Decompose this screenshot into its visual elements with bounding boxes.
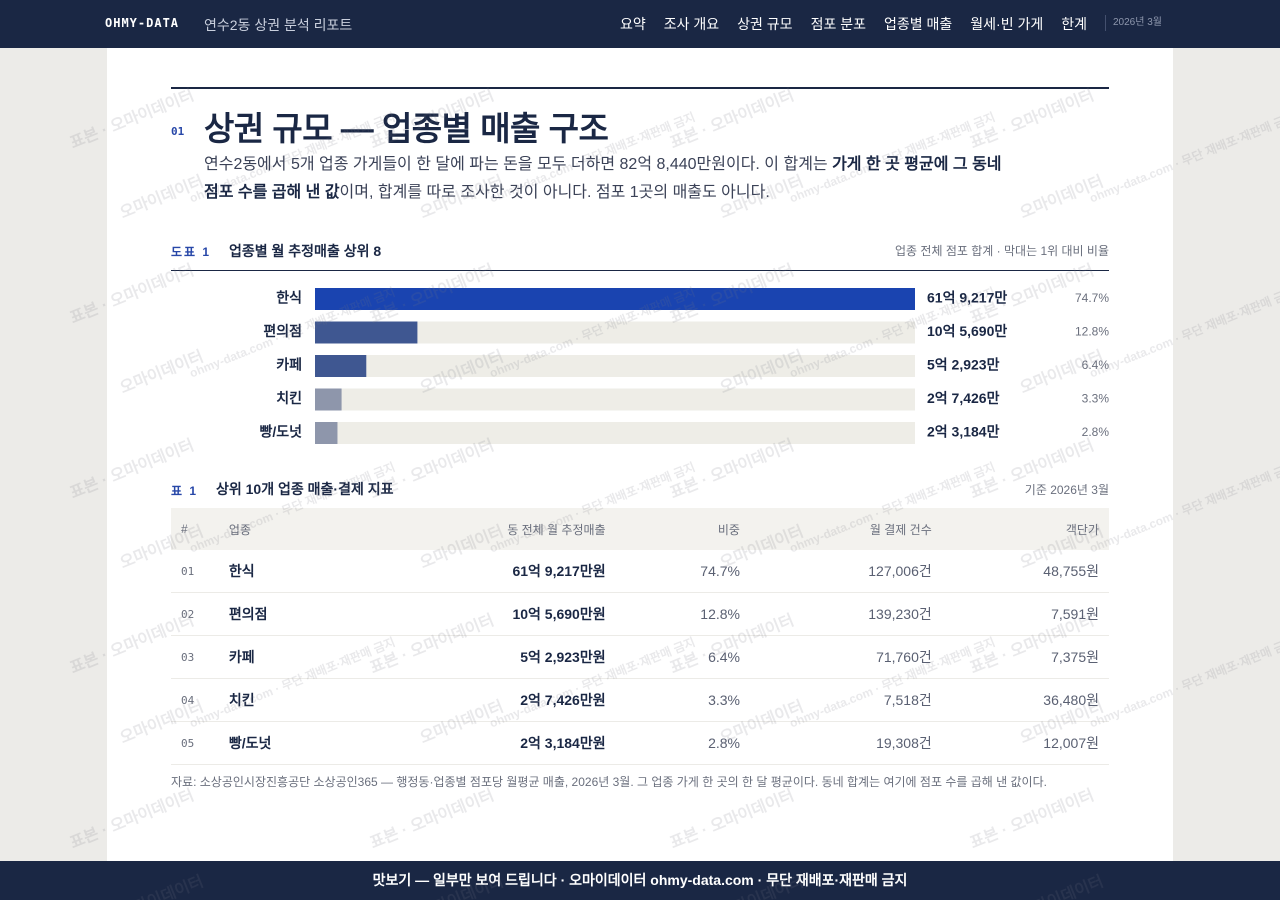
intro-text: 이며, 합계를 따로 조사한 것이 아니다. 점포 1곳의 매출도 아니다. <box>339 184 770 201</box>
figure-rule <box>171 270 1109 271</box>
category-label: 한식 <box>276 290 302 306</box>
table-cell: 48,755원 <box>941 550 1109 593</box>
value-label: 5억 2,923만 <box>927 357 1000 373</box>
table-cell: 61억 9,217만원 <box>389 550 616 593</box>
nav-item[interactable]: 한계 <box>1061 16 1087 32</box>
table-cell: 03 <box>171 635 219 679</box>
top-nav: OHMY-DATA 연수2동 상권 분석 리포트 요약 조사 개요 상권 규모 점포 … <box>0 0 1280 48</box>
category-label: 카페 <box>276 357 302 373</box>
figure-note: 업종 전체 점포 합계 · 막대는 1위 대비 비율 <box>895 244 1109 258</box>
table-title: 상위 10개 업종 매출·결제 지표 <box>216 481 394 497</box>
table-cell: 7,518건 <box>749 678 942 722</box>
table-row: 04 치킨 2억 7,426만원 3.3% 7,518건 36,480원 <box>171 678 1109 722</box>
table-cell: 편의점 <box>218 592 390 636</box>
share-label: 3.3% <box>1082 392 1109 406</box>
table-cell: 04 <box>171 678 219 722</box>
column-header: 비중 <box>615 508 750 550</box>
nav-subtitle: 연수2동 상권 분석 리포트 <box>204 17 353 33</box>
table-row: 01 한식 61억 9,217만원 74.7% 127,006건 48,755원 <box>171 550 1109 593</box>
table-label: 표 1 <box>171 484 199 498</box>
bar <box>315 388 342 411</box>
table-cell: 127,006건 <box>749 550 942 593</box>
table-row: 02 편의점 10억 5,690만원 12.8% 139,230건 7,591원 <box>171 592 1109 636</box>
table-cell: 2.8% <box>615 721 750 765</box>
column-header: # <box>171 508 219 550</box>
section-number: 01 <box>171 125 185 138</box>
category-label: 치킨 <box>276 390 302 406</box>
value-label: 2억 3,184만 <box>927 424 1000 440</box>
figure-title: 업종별 월 추정매출 상위 8 <box>229 243 382 259</box>
table-cell: 12,007원 <box>941 721 1109 765</box>
table-cell: 7,375원 <box>941 635 1109 679</box>
nav-item[interactable]: 조사 개요 <box>663 16 720 32</box>
table-cell: 카페 <box>218 635 390 679</box>
section-intro: 연수2동에서 5개 업종 가게들이 한 달에 파는 돈을 모두 더하면 82억 … <box>204 151 1014 207</box>
report-card: 01 상권 규모 — 업종별 매출 구조 연수2동에서 5개 업종 가게들이 한… <box>107 48 1173 861</box>
intro-emphasis: 가게 한 곳 평균에 그 동네 점포 수를 곱해 낸 값 <box>204 156 1002 201</box>
table-cell: 36,480원 <box>941 678 1109 722</box>
value-label: 61억 9,217만 <box>927 290 1007 306</box>
table-cell: 2억 7,426만원 <box>389 678 616 722</box>
table-cell: 139,230건 <box>749 592 942 636</box>
share-label: 2.8% <box>1082 425 1109 439</box>
column-header: 객단가 <box>941 508 1109 550</box>
value-label: 10억 5,690만 <box>927 323 1007 339</box>
table-row: 03 카페 5억 2,923만원 6.4% 71,760건 7,375원 <box>171 635 1109 679</box>
category-label: 편의점 <box>263 323 302 339</box>
nav-item[interactable]: 월세·빈 가게 <box>970 16 1044 32</box>
table-cell: 01 <box>171 550 219 593</box>
nav-date: 2026년 3월 <box>1105 15 1162 31</box>
nav-menu: 요약 조사 개요 상권 규모 점포 분포 업종별 매출 월세·빈 가게 한계 <box>620 14 1087 34</box>
column-header: 월 결제 건수 <box>749 508 942 550</box>
table-cell: 71,760건 <box>749 635 942 679</box>
table-cell: 02 <box>171 592 219 636</box>
nav-item[interactable]: 상권 규모 <box>737 16 793 32</box>
table-cell: 10억 5,690만원 <box>389 592 616 636</box>
bar-track <box>315 355 915 377</box>
bar-track <box>315 321 915 344</box>
table-cell: 한식 <box>218 550 390 593</box>
bar <box>315 422 338 444</box>
source-note: 자료: 소상공인시장진흥공단 소상공인365 — 행정동·업종별 점포당 월평균… <box>171 775 1047 789</box>
table-note: 기준 2026년 3월 <box>1024 483 1109 497</box>
bar-track <box>315 388 915 411</box>
table-cell: 19,308건 <box>749 721 942 765</box>
data-table: # 업종 동 전체 월 추정매출 비중 월 결제 건수 객단가 01 한식 61억 9,217만… <box>171 508 1109 765</box>
share-label: 12.8% <box>1075 325 1109 339</box>
nav-item[interactable]: 점포 분포 <box>810 16 866 32</box>
table-cell: 7,591원 <box>941 592 1109 636</box>
nav-item[interactable]: 업종별 매출 <box>883 16 953 32</box>
table-cell: 빵/도넛 <box>218 721 390 765</box>
section-rule <box>171 87 1109 89</box>
share-label: 6.4% <box>1082 358 1109 372</box>
section-title: 상권 규모 — 업종별 매출 구조 <box>204 110 609 147</box>
category-label: 빵/도넛 <box>259 424 302 440</box>
brand[interactable]: OHMY-DATA <box>105 16 180 30</box>
intro-text: 연수2동에서 5개 업종 가게들이 한 달에 파는 돈을 모두 더하면 82억 … <box>204 156 833 173</box>
bar-chart: 한식 61억 9,217만 74.7% 편의점 10억 5,690만 12.8% 카페 5억 … <box>259 288 1109 444</box>
bar-track <box>315 422 915 444</box>
column-header: 동 전체 월 추정매출 <box>389 508 616 550</box>
table-cell: 6.4% <box>615 635 750 679</box>
table-cell: 2억 3,184만원 <box>389 721 616 765</box>
table-cell: 74.7% <box>615 550 750 593</box>
table-cell: 5억 2,923만원 <box>389 635 616 679</box>
table-cell: 3.3% <box>615 678 750 722</box>
table-cell: 치킨 <box>218 678 390 722</box>
share-label: 74.7% <box>1075 291 1109 305</box>
value-label: 2억 7,426만 <box>927 390 1000 406</box>
footer-banner: 맛보기 — 일부만 보여 드립니다 · 오마이데이터 ohmy-data.com… <box>0 861 1280 900</box>
bar <box>315 288 915 310</box>
column-header: 업종 <box>218 508 390 550</box>
figure-label: 도표 1 <box>171 245 212 259</box>
nav-item[interactable]: 요약 <box>619 16 646 32</box>
table-cell: 05 <box>171 721 219 765</box>
table-row: 05 빵/도넛 2억 3,184만원 2.8% 19,308건 12,007원 <box>171 721 1109 765</box>
table-cell: 12.8% <box>615 592 750 636</box>
bar <box>315 355 367 377</box>
bar <box>315 321 418 344</box>
